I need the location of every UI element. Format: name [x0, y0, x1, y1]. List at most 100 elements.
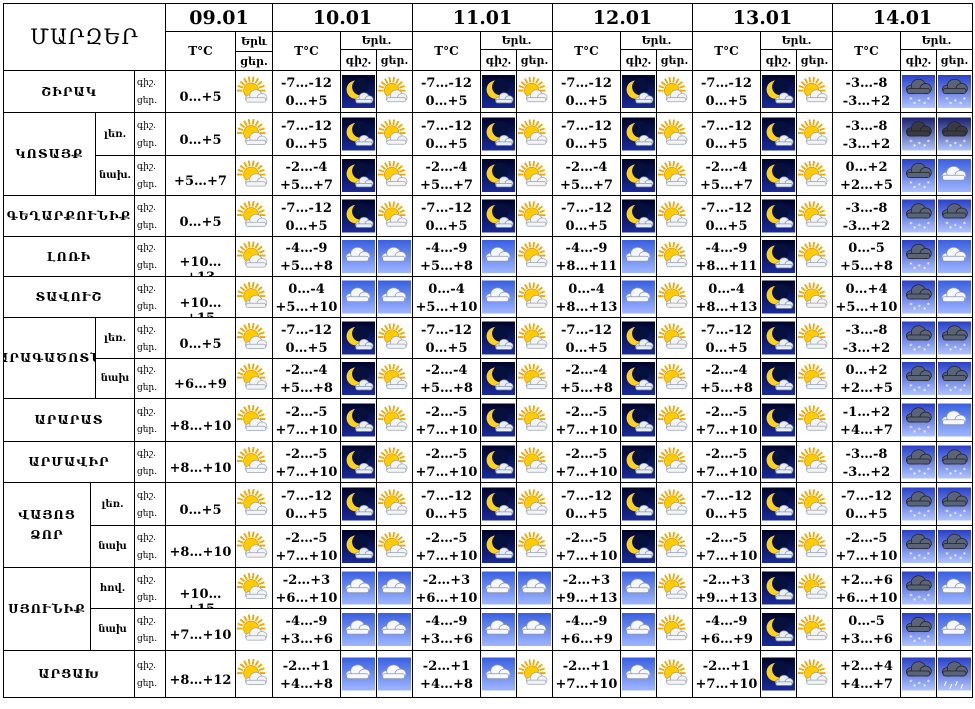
region-name: ԱՐԱՐԱՏ — [3, 398, 135, 442]
day-label: ցեր. — [137, 551, 158, 561]
cloudy-icon — [480, 276, 517, 318]
moon-icon — [482, 199, 515, 233]
sun-cloud-icon — [376, 358, 413, 399]
sun-cloud-icon — [235, 358, 273, 399]
night-temp: -3…-8 — [845, 323, 888, 338]
day-temp: 0…+5 — [179, 133, 222, 148]
weather-column-header: Երև. — [760, 31, 833, 50]
day-temp: +4…+7 — [840, 423, 893, 438]
svg-text:*: * — [913, 597, 917, 605]
day-label: ցեր. — [137, 634, 158, 644]
moon-icon — [622, 487, 655, 521]
moon-icon — [342, 362, 375, 395]
night-temp: 0…+2 — [845, 363, 888, 378]
moon-icon — [762, 75, 795, 108]
moon-icon — [762, 487, 795, 521]
night-label: գիշ. — [137, 407, 156, 417]
sun-cloud-icon — [658, 571, 691, 605]
night-label: գիշ. — [137, 365, 156, 375]
svg-text:*: * — [963, 466, 967, 474]
night-temp: -3…-8 — [845, 201, 888, 216]
subregion-label: նախ. — [95, 155, 135, 196]
night-temp: -2…-4 — [565, 363, 608, 378]
sun-cloud-icon — [796, 650, 833, 698]
night-temp: -2…-4 — [705, 160, 748, 175]
day-temp: 0…+5 — [565, 341, 608, 356]
day-temp: +5…+10 — [275, 300, 338, 315]
svg-text:*: * — [918, 303, 922, 311]
sun-cloud-icon — [658, 445, 691, 479]
sun-cloud-icon — [378, 403, 411, 437]
svg-text:*: * — [909, 96, 913, 104]
day-temp: +5…+8 — [560, 381, 613, 396]
sun-cloud-icon — [656, 567, 693, 609]
snow-cloud-icon: ***** — [902, 199, 935, 233]
day-temp: +7…+10 — [275, 465, 338, 480]
day-label: ցեր. — [137, 383, 158, 393]
temp-cell: -2…+3 +9…+13 — [692, 567, 761, 609]
day-temp: +6…+10 — [835, 591, 898, 606]
sun-cloud-icon — [798, 280, 831, 314]
night-day-labels: գիշ. ցեր. — [134, 358, 166, 399]
sun-cloud-icon — [796, 608, 833, 651]
day-temp: 0…+5 — [845, 507, 888, 522]
day-temp: +7…+10 — [835, 549, 898, 564]
snow-cloud-icon: ***** — [902, 403, 935, 437]
svg-text:*: * — [913, 143, 917, 151]
temp-cell: -2…-4 +5…+7 — [272, 155, 341, 196]
sun-cloud-icon — [237, 74, 271, 109]
day-label: ցեր. — [137, 221, 158, 231]
svg-text:*: * — [927, 96, 931, 104]
day-temp: +5…+10 — [415, 300, 478, 315]
cloudy-icon — [936, 608, 973, 651]
temp-cell: -7…-12 0…+5 — [552, 70, 621, 113]
svg-text:*: * — [959, 143, 963, 151]
moon-icon — [342, 159, 375, 192]
night-label: գիշ. — [137, 661, 156, 671]
night-temp: -2…-5 — [565, 531, 608, 546]
moon-icon — [480, 195, 517, 237]
weather-column-header: Երև. — [340, 31, 413, 50]
cloudy-icon — [342, 657, 375, 691]
temp-cell: 0…+5 — [165, 70, 236, 113]
day-temp: +4…+8 — [280, 677, 333, 692]
moon-icon — [760, 358, 797, 399]
snow-cloud-icon: ***** — [900, 276, 937, 318]
svg-text:*: * — [909, 424, 913, 432]
moon-icon — [482, 530, 515, 563]
temp-cell: 0…+4 +5…+10 — [832, 276, 901, 318]
temp-cell: -7…-12 0…+5 — [692, 195, 761, 237]
day-temp: +7…+10 — [415, 423, 478, 438]
cloudy-icon — [378, 613, 411, 646]
moon-icon — [620, 482, 657, 526]
night-temp: -2…-5 — [705, 405, 748, 420]
moon-icon — [622, 199, 655, 233]
day-temp: 0…+5 — [705, 341, 748, 356]
night-temp: -2…-5 — [285, 531, 328, 546]
cloudy-icon — [936, 155, 973, 196]
temp-cell: -2…-5 +7…+10 — [272, 525, 341, 568]
day-temp: 0…+5 — [425, 137, 468, 152]
night-label: գիշ. — [137, 243, 156, 253]
night-day-labels: գիշ. ցեր. — [134, 70, 166, 113]
temp-cell: -2…+1 +4…+8 — [412, 650, 481, 698]
night-temp: -2…+3 — [562, 573, 611, 588]
temp-cell: -2…-4 +5…+7 — [692, 155, 761, 196]
temp-cell: -7…-12 0…+5 — [832, 482, 901, 526]
day-temp: +8…+10 — [169, 461, 232, 476]
svg-text:*: * — [909, 180, 913, 188]
day-temp: 0…+5 — [285, 94, 328, 109]
sun-cloud-icon — [235, 441, 273, 483]
day-temp: 0…+5 — [705, 137, 748, 152]
cloudy-icon — [480, 236, 517, 277]
region-name: ԼՈՌԻ — [3, 236, 135, 277]
svg-text:*: * — [959, 387, 963, 395]
cloudy-icon — [620, 650, 657, 698]
night-column-header: գիշ. — [760, 49, 797, 71]
temp-cell: -2…-5 +7…+10 — [692, 398, 761, 442]
day-temp: 0…+5 — [705, 219, 748, 234]
moon-icon — [760, 70, 797, 113]
day-temp: +8…+11 — [555, 259, 618, 274]
moon-icon — [342, 117, 375, 151]
day-temp: -3…+2 — [842, 137, 891, 152]
